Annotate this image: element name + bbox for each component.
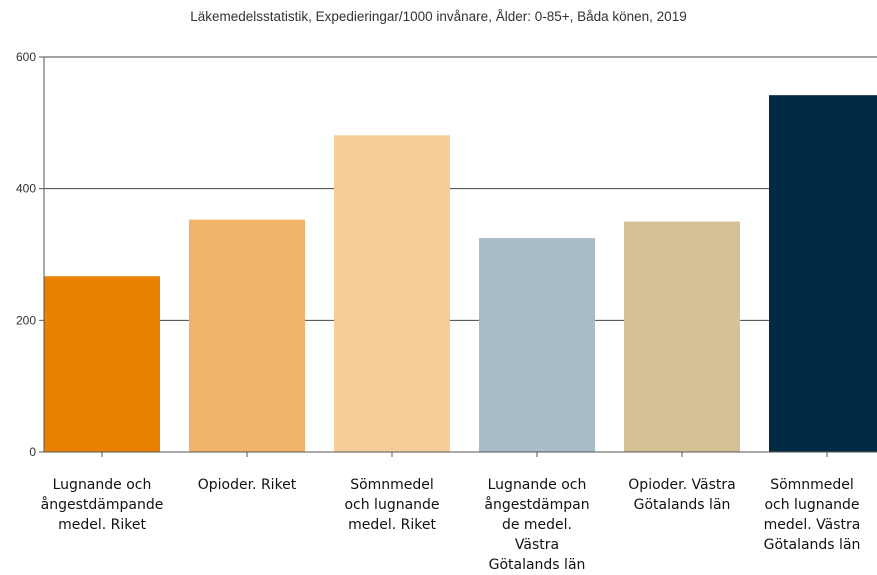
category-label-line: Sömnmedel xyxy=(770,477,854,493)
y-tick-label: 600 xyxy=(16,50,36,64)
category-label-line: de medel. xyxy=(501,517,573,533)
category-label-5: Opioder. Västra Götalands län xyxy=(617,475,747,515)
bar-2 xyxy=(189,219,305,452)
gridlines xyxy=(44,56,877,321)
category-label-3: Sömnmedel och lugnande medel. Riket xyxy=(327,475,457,535)
bar-1 xyxy=(44,276,160,452)
category-label-line: Götalands län xyxy=(488,557,586,573)
y-tick-label: 0 xyxy=(29,445,36,459)
category-label-1: Lugnande och ångestdämpande medel. Riket xyxy=(37,475,167,535)
y-tick-label: 400 xyxy=(16,182,36,196)
bar-5 xyxy=(624,221,740,452)
axes xyxy=(43,57,877,457)
category-label-2: Opioder. Riket xyxy=(182,475,312,495)
category-label-6: Sömnmedel och lugnande medel. Västra Götala… xyxy=(747,475,877,555)
category-label-line: ångestdämpan xyxy=(484,497,590,513)
bar-3 xyxy=(334,135,450,452)
category-label-line: Götalands län xyxy=(633,497,731,513)
category-label-line: Lugnande och xyxy=(487,477,587,493)
category-label-line: medel. Riket xyxy=(58,517,146,533)
chart-title: Läkemedelsstatistik, Expedieringar/1000 … xyxy=(190,9,687,24)
category-label-line: Götalands län xyxy=(763,537,861,553)
category-label-line: och lugnande xyxy=(764,497,860,513)
bar-6 xyxy=(769,95,877,452)
category-label-line: Lugnande och xyxy=(52,477,152,493)
category-label-4: Lugnande och ångestdämpan de medel. Västra G… xyxy=(472,475,602,575)
y-tick-labels: 0 200 400 600 xyxy=(16,50,44,459)
bars xyxy=(44,95,877,452)
y-tick-label: 200 xyxy=(16,313,36,327)
category-label-line: ångestdämpande xyxy=(40,497,164,513)
category-label-line: medel. Riket xyxy=(348,517,436,533)
category-label-line: Sömnmedel xyxy=(350,477,434,493)
category-label-line: Västra xyxy=(514,537,560,553)
category-label-line: Opioder. Riket xyxy=(197,477,297,493)
bar-4 xyxy=(479,238,595,452)
category-label-line: medel. Västra xyxy=(763,517,861,533)
category-label-line: och lugnande xyxy=(344,497,440,513)
category-label-line: Opioder. Västra xyxy=(628,477,736,493)
